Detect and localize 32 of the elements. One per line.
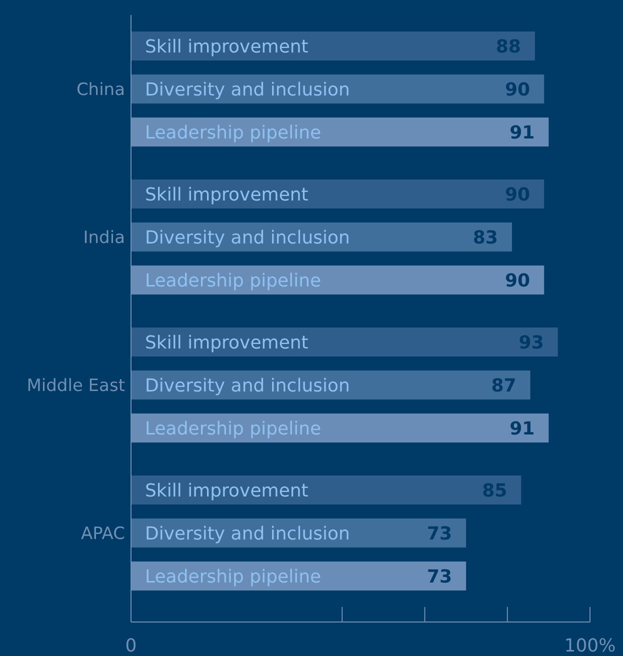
data-label: 90 <box>505 270 530 292</box>
y-tick-label: China <box>76 80 125 100</box>
text: Diversity and inclusion <box>145 375 350 396</box>
data-label: 91 <box>510 418 535 440</box>
data-label: 91 <box>510 122 535 144</box>
text: Leadership pipeline <box>145 566 322 588</box>
text: Leadership pipeline <box>145 270 322 292</box>
bar <box>131 180 544 208</box>
y-tick-label: Middle East <box>26 376 126 396</box>
text: Diversity and inclusion <box>145 523 350 544</box>
x-tick-label: 0 <box>125 635 137 656</box>
data-label: 90 <box>505 79 530 100</box>
text: Skill improvement <box>145 480 308 502</box>
data-label: 73 <box>427 566 452 588</box>
data-label: 83 <box>472 227 498 248</box>
bar <box>131 370 530 400</box>
text: Diversity and inclusion <box>145 79 350 100</box>
y-tick-label: India <box>83 228 125 248</box>
x-tick-label: 100% <box>564 635 616 656</box>
text: Skill improvement <box>145 332 308 354</box>
bar <box>131 476 522 504</box>
data-label: 73 <box>427 523 452 544</box>
text: Leadership pipeline <box>145 418 322 440</box>
y-tick-label: APAC <box>81 524 125 544</box>
series-label: Leadership pipeline <box>145 122 322 144</box>
series-label: Diversity and inclusion <box>145 227 350 248</box>
bar <box>131 74 544 104</box>
bar <box>131 32 535 60</box>
text: Skill improvement <box>145 36 308 58</box>
series-label: Skill improvement <box>145 184 308 206</box>
bar <box>131 328 558 356</box>
data-label: 87 <box>491 375 516 396</box>
